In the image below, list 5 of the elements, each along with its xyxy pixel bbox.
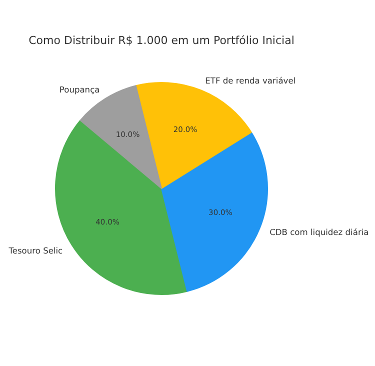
slice-label: Tesouro Selic bbox=[8, 245, 64, 256]
slice-label: CDB com liquidez diária bbox=[270, 227, 369, 238]
slice-label: ETF de renda variável bbox=[205, 75, 296, 86]
chart-title: Como Distribuir R$ 1.000 em um Portfólio Inicial bbox=[28, 34, 294, 47]
slice-label: Poupança bbox=[59, 84, 100, 95]
